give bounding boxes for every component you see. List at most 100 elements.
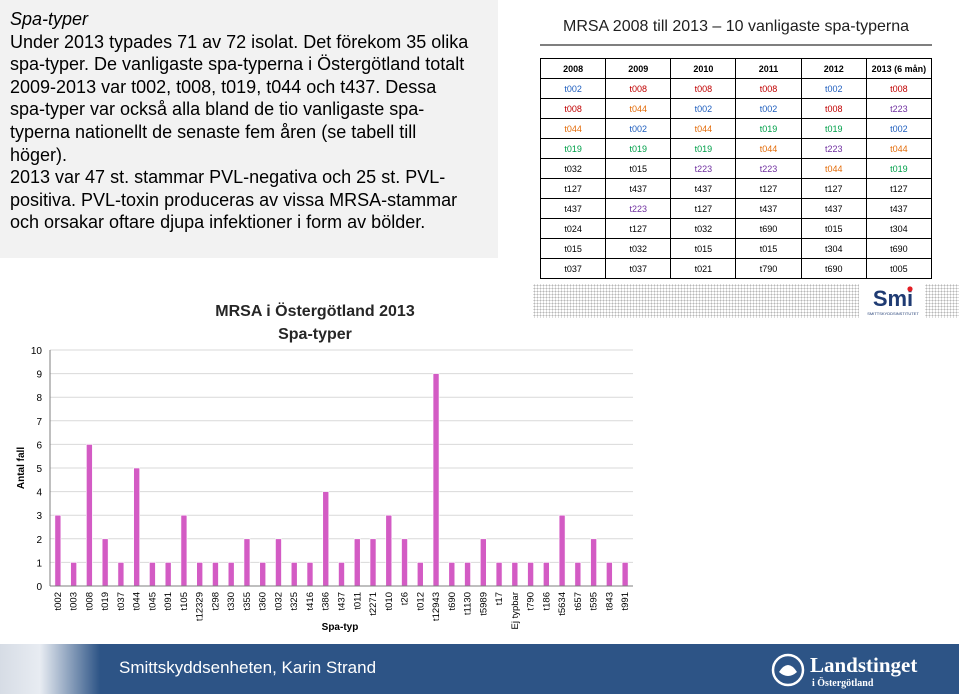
table-cell: t008	[670, 78, 737, 99]
table-body: t002 t008 t008 t008 t002 t008 t008 t044 t002 t002…	[539, 78, 933, 279]
x-tick-label: t690	[447, 592, 458, 611]
table-header-cell: 2011	[735, 58, 802, 79]
table-header-cell: 2012	[800, 58, 867, 79]
x-tick-label: t2271	[368, 592, 379, 616]
bar-t416	[306, 562, 314, 587]
table-cell: t127	[670, 198, 737, 219]
table-cell: t437	[800, 198, 867, 219]
table-cell: t304	[865, 218, 933, 239]
bar-t386	[322, 491, 330, 587]
x-axis-ticks: t002 t003 t008 t019 t037 t044 t045 t091 t105 t123…	[53, 592, 631, 630]
y-axis-ticks: 0 1 2 3 4 5 6 7 8 9 10	[31, 346, 43, 593]
table-cell: t032	[605, 238, 672, 259]
bar-t690	[448, 562, 456, 587]
table-row: t044 t002 t044 t019 t019 t002	[539, 118, 933, 139]
x-tick-label: t003	[69, 592, 80, 611]
table-cell: t019	[605, 138, 672, 159]
x-tick-label: t355	[242, 592, 253, 611]
textbox-line: Under 2013 typades 71 av 72 isolat. Det …	[10, 31, 469, 52]
x-tick-label: t037	[116, 592, 127, 611]
x-tick-label: t657	[573, 592, 584, 611]
bar-ej-typbar	[511, 562, 519, 587]
x-tick-label: t186	[541, 592, 552, 611]
landstinget-logo-text: Landstinget	[810, 653, 917, 677]
table-cell: t127	[800, 178, 867, 199]
table-cell: t223	[605, 198, 672, 219]
x-tick-label: t019	[100, 592, 111, 611]
bar-t991	[621, 562, 629, 587]
x-tick-label: Ej typbar	[510, 592, 521, 630]
x-tick-label: t991	[620, 592, 631, 611]
smi-logo-text: Smi	[873, 286, 913, 311]
table-cell: t002	[670, 98, 737, 119]
decorative-dot-pattern	[925, 284, 959, 318]
table-cell: t044	[800, 158, 867, 179]
table-cell: t127	[735, 178, 802, 199]
footer-author: Smittskyddsenheten, Karin Strand	[119, 658, 377, 677]
bar-t1130	[464, 562, 471, 587]
x-tick-label: t12943	[431, 592, 442, 621]
landstinget-logo: Landstinget i Östergötland	[771, 653, 917, 689]
bar-t790	[527, 562, 534, 587]
footer-bar: Smittskyddsenheten, Karin Strand Landsti…	[0, 644, 959, 694]
table-cell: t008	[800, 98, 867, 119]
table-cell: t002	[735, 98, 802, 119]
x-tick-label: t386	[321, 592, 332, 611]
table-cell: t019	[735, 118, 802, 139]
table-row: t002 t008 t008 t008 t002 t008	[539, 78, 933, 99]
x-tick-label: t298	[210, 592, 221, 611]
table-cell: t002	[605, 118, 672, 139]
table-cell: t127	[865, 178, 933, 199]
y-tick-label: 0	[36, 582, 42, 593]
table-cell: t044	[670, 118, 737, 139]
table-cell: t044	[605, 98, 672, 119]
table-cell: t008	[605, 78, 672, 99]
bar-t091	[164, 562, 172, 587]
bar-t595	[590, 538, 597, 587]
x-tick-label: t045	[147, 592, 158, 611]
landstinget-logo-subtext: i Östergötland	[812, 676, 874, 689]
x-tick-label: t330	[226, 592, 237, 611]
bar-t12329	[196, 562, 203, 587]
table-cell: t223	[735, 158, 802, 179]
bar-t2271	[369, 538, 377, 587]
smi-logo-subtext: SMITTSKYDDSINSTITUTET	[867, 311, 919, 316]
table-header-cell: 2008	[539, 58, 607, 79]
table-row: t008 t044 t002 t002 t008 t223	[539, 98, 933, 119]
bar-t037	[117, 562, 125, 587]
table-row: t024 t127 t032 t690 t015 t304	[539, 218, 933, 239]
y-tick-label: 8	[36, 393, 42, 404]
textbox-line: 2009-2013 var t002, t008, t019, t044 och…	[10, 76, 437, 97]
table-cell: t032	[539, 158, 607, 179]
bar-t010	[385, 514, 393, 587]
y-tick-label: 3	[36, 511, 42, 522]
x-tick-label: t790	[526, 592, 537, 611]
table-row: t127 t437 t437 t127 t127 t127	[539, 178, 933, 199]
decorative-dot-pattern	[533, 284, 859, 318]
bar-t5634	[558, 514, 566, 587]
y-tick-label: 2	[36, 535, 42, 546]
textbox-line: och orsakar oftare djupa infektioner i f…	[10, 212, 426, 233]
bar-t105	[180, 514, 188, 587]
x-tick-label: t12329	[195, 592, 206, 621]
table-cell: t437	[865, 198, 933, 219]
x-tick-label: t105	[179, 592, 190, 611]
bar-t330	[227, 562, 235, 587]
table-cell: t015	[735, 238, 802, 259]
table-cell: t019	[800, 118, 867, 139]
x-tick-label: t416	[305, 592, 316, 611]
bar-t002	[54, 514, 62, 587]
table-cell: t015	[539, 238, 607, 259]
table-cell: t015	[605, 158, 672, 179]
bar-t843	[606, 562, 613, 587]
bar-t003	[70, 562, 77, 587]
bar-t186	[543, 562, 550, 587]
table-header-cell: 2010	[670, 58, 737, 79]
table-cell: t008	[539, 98, 607, 119]
table-row: t032 t015 t223 t223 t044 t019	[539, 158, 933, 179]
bar-t657	[574, 562, 582, 587]
x-tick-label: t5989	[478, 592, 489, 616]
x-tick-label: t595	[589, 592, 600, 611]
bar-t032	[275, 538, 282, 587]
bar-t26	[401, 538, 408, 587]
